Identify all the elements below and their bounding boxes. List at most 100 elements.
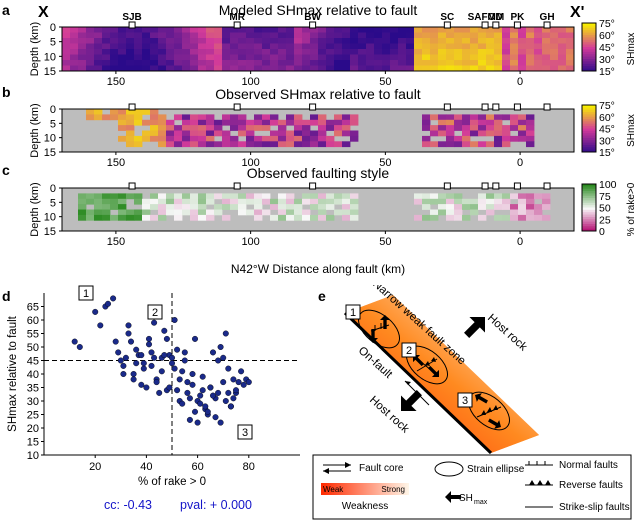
cell <box>318 119 327 126</box>
scatter-point <box>181 357 188 364</box>
panel-c-title: Observed faulting style <box>246 165 390 181</box>
colorbar-tick-label: 45° <box>599 124 615 136</box>
cell <box>150 125 159 131</box>
cell <box>70 65 79 72</box>
scatter-point <box>194 419 201 426</box>
cell <box>462 204 471 210</box>
cell <box>486 49 495 55</box>
cell <box>470 32 479 39</box>
cell <box>254 32 263 39</box>
reverse-fault-tooth <box>481 410 486 415</box>
cell <box>302 130 311 137</box>
cell <box>150 135 159 142</box>
colorbar-swatch <box>582 226 596 230</box>
cell <box>398 32 407 39</box>
cell <box>278 38 287 44</box>
cell <box>118 125 127 131</box>
panel-letter-d: d <box>2 288 11 304</box>
cell <box>478 114 487 121</box>
cell <box>334 125 343 131</box>
cell <box>262 141 271 148</box>
cell <box>158 130 167 137</box>
cell <box>310 38 319 44</box>
colorbar-swatch <box>582 130 596 134</box>
cell <box>430 125 439 131</box>
cell <box>86 214 95 221</box>
cell <box>486 65 495 72</box>
cell <box>502 49 511 55</box>
cell <box>566 60 575 66</box>
profile-end-x: X <box>38 4 49 21</box>
cell <box>334 49 343 55</box>
scatter-point <box>197 400 204 407</box>
colorbar-swatch <box>582 61 596 65</box>
y-tick-label: 35 <box>27 383 39 395</box>
shmax-arrow-small <box>475 393 488 404</box>
cell <box>502 43 511 50</box>
panel-a-cells <box>62 27 575 72</box>
quadrant-label-2: 2 <box>152 307 158 319</box>
cell <box>142 27 151 33</box>
cell <box>446 193 455 200</box>
cell <box>526 54 535 61</box>
site-marker-sjb <box>128 21 136 29</box>
cell <box>438 54 447 61</box>
cell <box>342 38 351 44</box>
cell <box>182 193 191 200</box>
cell <box>470 141 479 148</box>
cell <box>230 60 239 66</box>
cell <box>502 141 511 148</box>
cell <box>262 135 271 142</box>
cell <box>414 60 423 66</box>
cell <box>182 209 191 216</box>
cell <box>558 43 567 50</box>
scatter-point <box>140 365 147 372</box>
site-label-mm: MM <box>487 12 505 23</box>
cell <box>286 38 295 44</box>
cell <box>294 38 303 44</box>
cell <box>190 135 199 142</box>
cell <box>430 27 439 33</box>
cell <box>86 54 95 61</box>
cell <box>438 204 447 210</box>
cell <box>414 193 423 200</box>
cell <box>542 27 551 33</box>
colorbar-swatch <box>582 109 596 113</box>
cell <box>118 49 127 55</box>
cell <box>150 49 159 55</box>
site-label-sjb: SJB <box>122 12 142 23</box>
cell <box>182 141 191 148</box>
scatter-point <box>158 368 165 375</box>
cell <box>478 130 487 137</box>
cell <box>78 198 87 205</box>
cell <box>494 214 503 221</box>
cell <box>406 54 415 61</box>
cell <box>430 193 439 200</box>
cell <box>510 114 519 121</box>
cell <box>86 198 95 205</box>
colorbar-tick-label: 15° <box>599 66 615 78</box>
scatter-point <box>163 335 170 342</box>
cell <box>270 141 279 148</box>
cell <box>430 65 439 72</box>
cell <box>526 204 535 210</box>
colorbar-swatch <box>582 44 596 48</box>
cell <box>134 65 143 72</box>
cell <box>302 119 311 126</box>
cell <box>454 49 463 55</box>
cell <box>166 43 175 50</box>
cell <box>246 49 255 55</box>
cell <box>110 27 119 33</box>
panel-b-frame <box>61 108 575 153</box>
reverse-fault-tooth <box>487 407 492 412</box>
scatter-point <box>122 354 129 361</box>
cell <box>342 114 351 121</box>
cell <box>190 119 199 126</box>
scatter-point <box>220 354 227 361</box>
cell <box>214 65 223 72</box>
cell <box>398 65 407 72</box>
cell <box>254 125 263 131</box>
cell <box>126 38 135 44</box>
cell <box>566 43 575 50</box>
cell <box>126 214 135 221</box>
